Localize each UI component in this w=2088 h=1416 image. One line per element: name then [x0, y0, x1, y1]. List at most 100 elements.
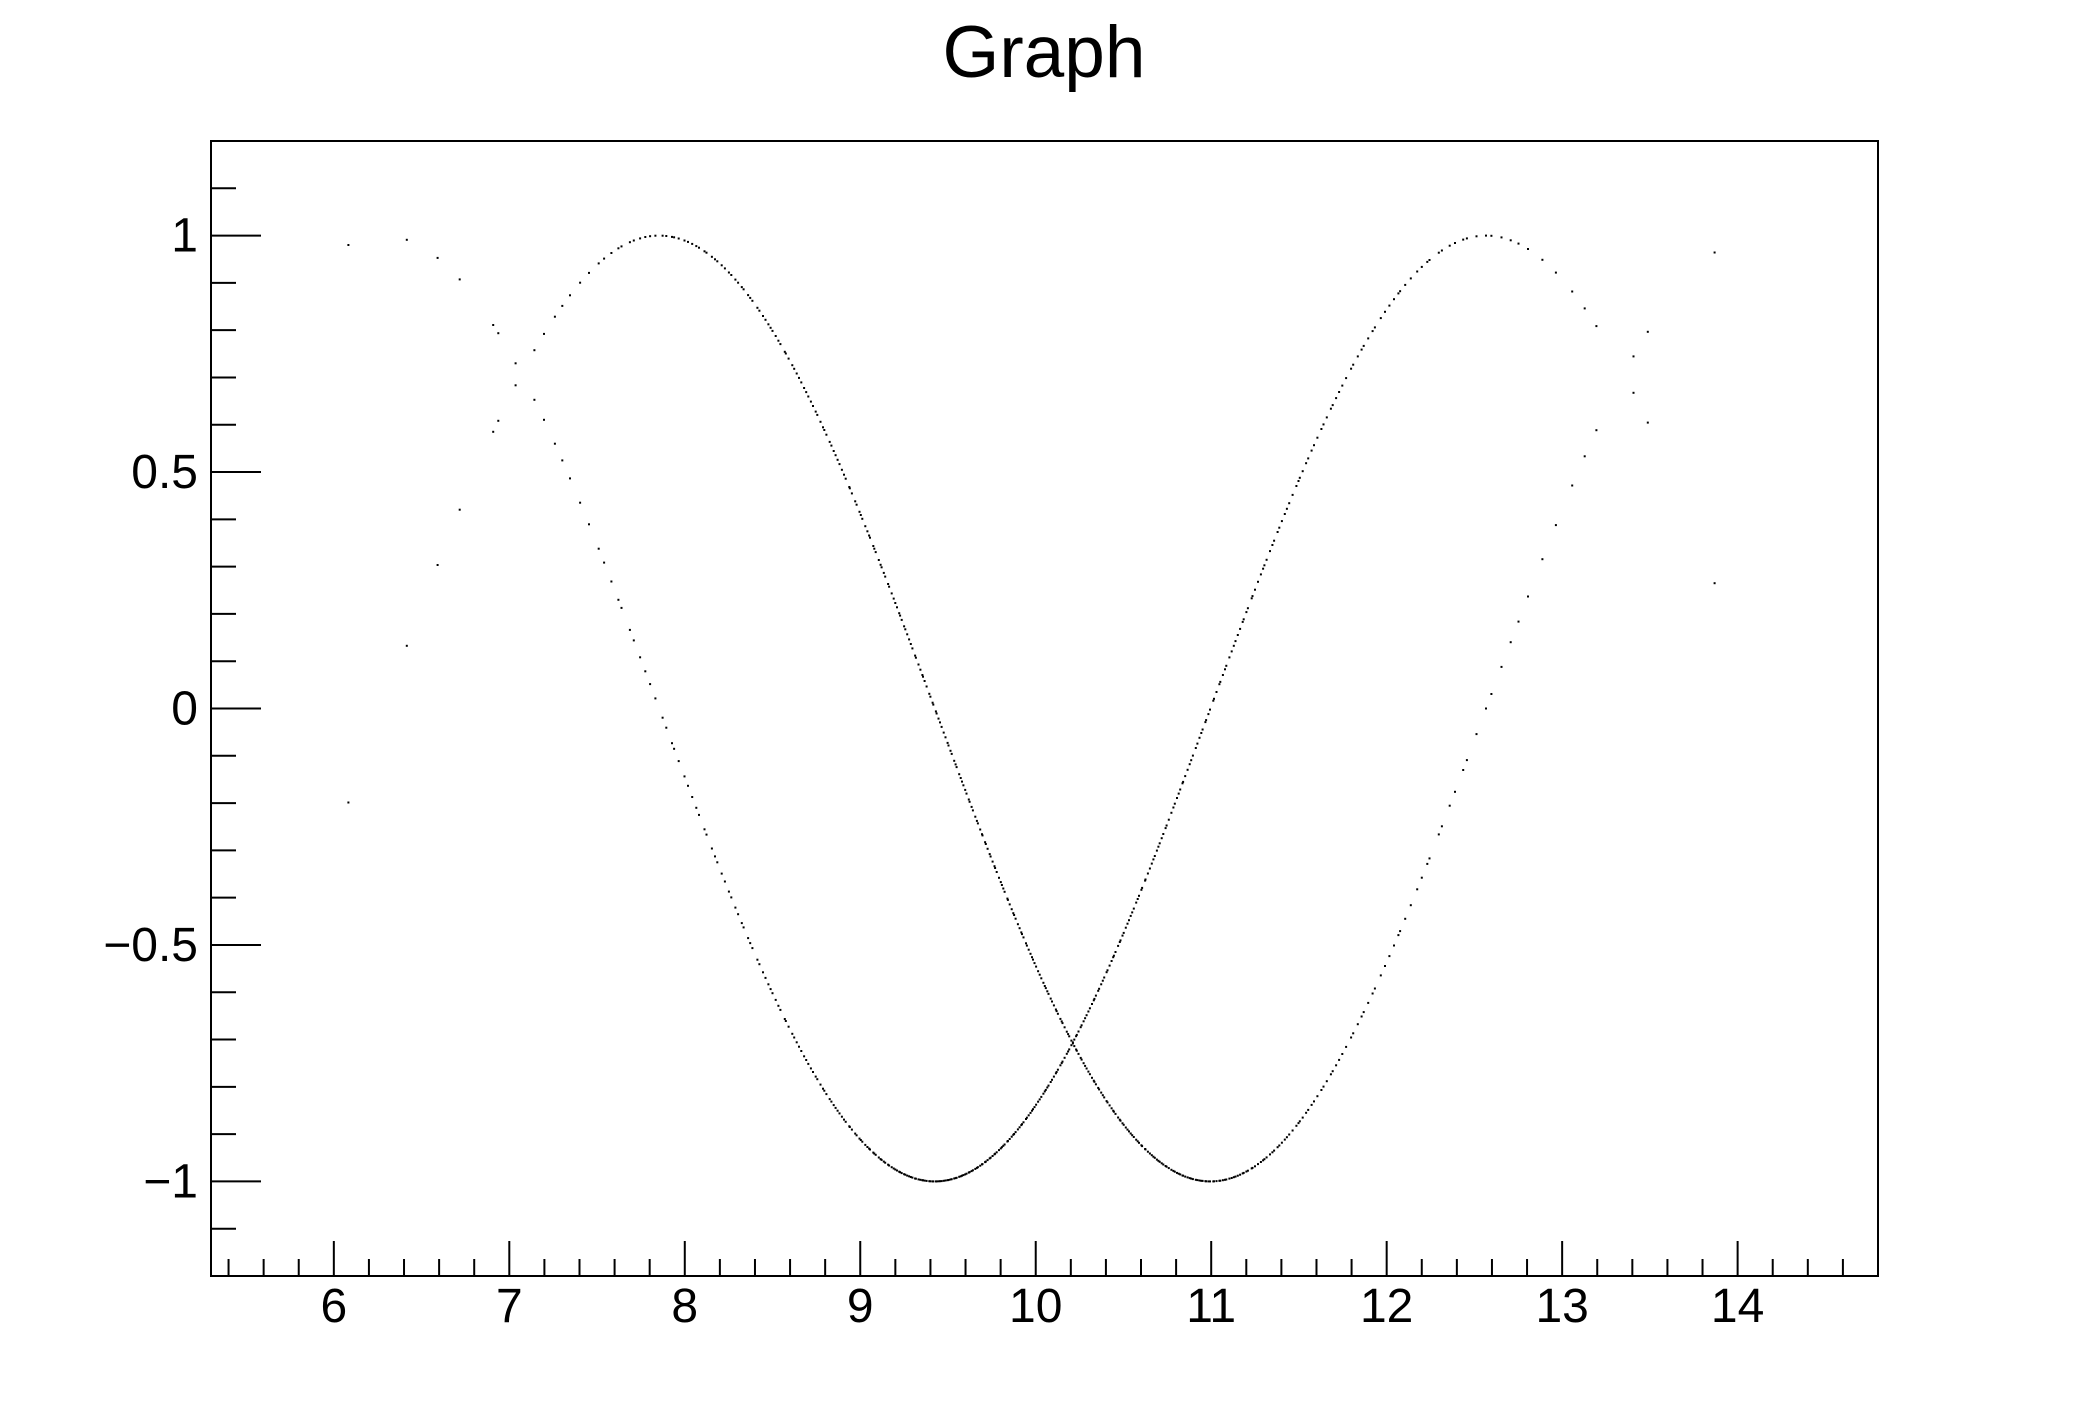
data-point-cos: [1158, 842, 1161, 845]
data-point-sin: [1384, 965, 1386, 967]
data-point-cos: [1068, 1048, 1071, 1051]
data-point-sin: [800, 381, 803, 384]
data-point-sin: [967, 798, 970, 801]
data-point-cos: [533, 398, 536, 401]
data-point-sin: [756, 306, 759, 309]
data-point-cos: [1075, 1033, 1078, 1036]
data-point-cos: [1554, 271, 1557, 274]
data-point-sin: [1101, 1094, 1104, 1097]
data-point-cos: [919, 1178, 922, 1181]
data-point-cos: [1031, 1109, 1033, 1112]
data-point-sin: [1713, 251, 1716, 254]
data-point-sin: [1108, 1104, 1111, 1107]
data-point-sin: [1265, 1156, 1268, 1159]
data-point-cos: [1157, 845, 1160, 848]
data-point-cos: [1329, 407, 1332, 410]
data-point-cos: [793, 1036, 796, 1039]
data-point-cos: [1500, 236, 1503, 239]
data-point-sin: [1077, 1052, 1080, 1055]
data-point-sin: [1305, 1111, 1308, 1114]
data-point-cos: [1209, 708, 1211, 711]
data-point-cos: [1000, 1146, 1003, 1149]
data-point-cos: [1060, 1062, 1063, 1065]
data-point-cos: [1117, 944, 1120, 947]
x-axis-label: 9: [847, 1280, 874, 1333]
data-point-cos: [1177, 792, 1180, 795]
data-point-cos: [986, 1159, 989, 1162]
data-point-cos: [1040, 1095, 1043, 1098]
data-point-sin: [1276, 1146, 1279, 1149]
data-point-sin: [864, 525, 867, 528]
data-point-cos: [925, 1179, 928, 1182]
data-point-sin: [1054, 1008, 1057, 1011]
data-point-sin: [1003, 890, 1006, 893]
data-point-cos: [1025, 1118, 1027, 1120]
data-point-cos: [928, 1180, 931, 1183]
data-point-cos: [1583, 307, 1586, 310]
data-point-cos: [756, 958, 759, 961]
data-point-cos: [937, 1180, 940, 1183]
data-point-cos: [1087, 1010, 1090, 1013]
data-point-cos: [1448, 244, 1451, 247]
data-point-sin: [1114, 1112, 1117, 1115]
data-point-sin: [971, 809, 974, 812]
data-point-sin: [1285, 1136, 1288, 1139]
data-point-sin: [946, 741, 949, 744]
data-point-cos: [716, 861, 719, 864]
data-point-sin: [1509, 641, 1512, 644]
data-point-sin: [1031, 956, 1033, 959]
data-point-cos: [816, 1078, 819, 1081]
data-point-cos: [1165, 824, 1168, 827]
data-point-cos: [1305, 462, 1308, 465]
data-point-sin: [497, 419, 500, 422]
data-point-cos: [1132, 907, 1135, 910]
data-point-sin: [543, 332, 545, 335]
data-point-sin: [1122, 1123, 1125, 1126]
data-point-sin: [1021, 933, 1023, 936]
data-point-cos: [1144, 879, 1147, 882]
data-point-sin: [954, 763, 957, 766]
data-point-cos: [950, 1178, 953, 1181]
data-point-sin: [1541, 558, 1544, 561]
data-point-sin: [1022, 936, 1025, 939]
data-point-cos: [968, 1171, 971, 1174]
data-point-cos: [771, 992, 774, 995]
data-point-sin: [994, 867, 997, 869]
plot-frame: [210, 140, 1879, 1277]
data-point-sin: [1088, 1073, 1091, 1076]
data-point-cos: [1101, 979, 1104, 982]
data-point-cos: [1212, 699, 1215, 702]
data-point-cos: [1073, 1038, 1076, 1041]
data-point-cos: [1262, 567, 1265, 570]
data-point-sin: [1135, 1138, 1138, 1141]
data-point-cos: [1164, 827, 1167, 830]
data-point-sin: [687, 240, 689, 243]
data-point-cos: [962, 1174, 965, 1177]
data-point-sin: [347, 801, 350, 804]
data-point-sin: [1228, 1177, 1231, 1180]
data-point-sin: [1485, 707, 1487, 710]
data-point-cos: [791, 1032, 794, 1035]
data-point-cos: [904, 1173, 907, 1176]
data-point-sin: [779, 343, 782, 346]
data-point-cos: [561, 459, 564, 462]
data-point-cos: [1008, 1138, 1011, 1140]
data-point-sin: [984, 841, 987, 844]
x-axis-label: 11: [1186, 1280, 1236, 1333]
data-point-cos: [1135, 901, 1138, 904]
data-point-sin: [970, 805, 973, 808]
data-point-sin: [840, 468, 843, 471]
data-point-sin: [854, 500, 857, 503]
data-point-sin: [673, 236, 676, 239]
data-point-cos: [828, 1098, 831, 1101]
data-point-cos: [730, 896, 733, 899]
data-point-cos: [809, 1067, 812, 1070]
data-point-cos: [1713, 582, 1716, 585]
data-point-cos: [1128, 919, 1130, 922]
data-point-sin: [698, 246, 700, 249]
data-point-cos: [1426, 260, 1429, 263]
data-point-sin: [1128, 1130, 1130, 1133]
data-point-sin: [1298, 1120, 1301, 1123]
data-point-sin: [1000, 884, 1003, 886]
data-point-cos: [861, 1140, 864, 1143]
